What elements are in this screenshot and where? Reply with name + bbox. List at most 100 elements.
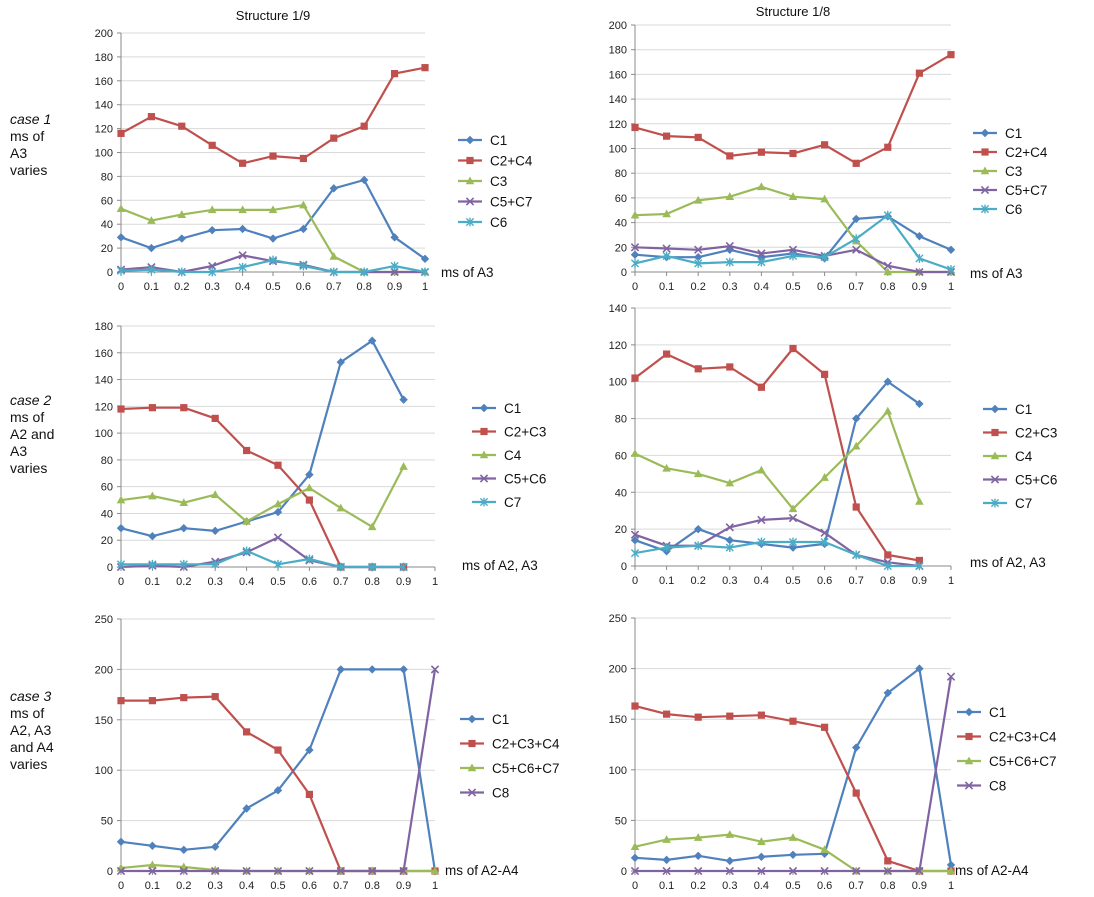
x-tick-label: 0.9 [387,281,402,293]
data-point [179,523,188,533]
data-point [788,537,798,547]
x-tick-label: 0 [118,880,124,892]
legend-label: C2+C3+C4 [989,730,1057,745]
y-tick-label: 0 [107,562,113,574]
data-point [336,665,345,674]
data-point [305,866,314,876]
data-point [116,233,126,242]
legend-label: C1 [989,705,1006,720]
data-point [757,182,766,191]
x-tick-label: 0.2 [176,880,191,892]
data-point [391,70,399,78]
legend: C1 C2+C3 C4 C5+C6 C7 [472,401,546,510]
x-tick-label: 0 [632,281,638,293]
legend: C1 C2+C4 C3 C5+C7 C6 [973,126,1048,217]
data-point [148,866,157,876]
data-point [242,866,251,876]
data-point [821,723,829,731]
data-point [726,712,734,720]
y-tick-label: 200 [95,28,113,40]
y-tick-label: 100 [609,144,627,156]
x-axis-label: ms of A2, A3 [462,558,538,573]
data-point [299,224,308,234]
data-point [694,541,703,551]
legend-marker [980,185,990,195]
series-C1 [116,175,430,264]
legend-label: C6 [1005,202,1022,217]
data-point [662,251,671,261]
data-point [946,866,956,875]
legend-label: C1 [490,133,507,148]
data-point [147,243,156,253]
data-point [630,250,640,259]
y-tick-label: 160 [95,76,113,88]
data-point [360,122,368,130]
data-point [399,866,408,876]
data-point [725,536,734,545]
x-tick-label: 0 [118,281,124,293]
x-tick-label: 0.2 [691,281,706,293]
data-point [663,710,671,718]
legend-label: C8 [492,786,509,801]
x-tick-label: 0.9 [912,880,927,892]
data-point [788,850,798,860]
data-point [788,251,798,261]
y-tick-label: 0 [107,866,113,878]
data-point [915,69,923,77]
data-point [820,473,829,481]
y-tick-label: 120 [95,124,113,136]
data-point [788,245,798,254]
series-C4 [630,406,924,513]
x-tick-label: 0.1 [659,880,674,892]
series-C2+C4 [117,64,429,167]
x-tick-label: 0.1 [145,576,160,588]
data-point [211,866,220,876]
x-tick-label: 0.2 [691,880,706,892]
data-point [177,234,186,243]
series-C8 [630,672,956,876]
data-point [305,790,313,798]
legend-marker [980,166,990,175]
legend-label: C5+C7 [490,195,532,210]
legend-label: C2+C4 [490,154,533,169]
case-description-line: ms of [10,409,45,425]
data-point [116,559,126,569]
case-description-line: and A4 [10,739,54,755]
data-point [630,243,640,252]
data-point [305,554,314,564]
data-point [694,258,703,268]
legend-label: C7 [504,495,521,510]
chart-title: Structure 1/9 [236,8,310,23]
x-tick-label: 0.3 [722,575,737,587]
y-tick-label: 80 [615,168,627,180]
data-point [148,841,157,850]
legend-marker [480,427,488,436]
x-tick-label: 0.7 [849,575,864,587]
data-point [757,465,766,474]
series-line [635,676,953,873]
series-line [634,410,921,510]
data-point [694,851,703,861]
x-axis-label: ms of A3 [441,265,494,280]
legend-marker [467,788,477,797]
data-point [116,495,126,504]
legend-label: C5+C7 [1005,183,1047,198]
data-point [268,205,278,214]
data-point [368,562,377,572]
data-point [663,350,671,358]
legend: C1 C2+C3+C4 C5+C6+C7 C8 [460,712,560,801]
x-tick-label: 1 [422,281,428,293]
series-C7 [630,537,924,571]
x-tick-label: 0.5 [270,576,285,588]
y-tick-label: 100 [95,765,113,777]
series-line [634,540,920,568]
series-C2+C4 [631,51,955,167]
data-point [243,728,251,736]
data-point [243,446,251,455]
data-point [179,845,188,855]
x-tick-label: 0.6 [817,281,832,293]
legend-label: C5+C6 [504,472,546,487]
data-point [420,267,430,277]
y-tick-label: 60 [615,193,627,205]
